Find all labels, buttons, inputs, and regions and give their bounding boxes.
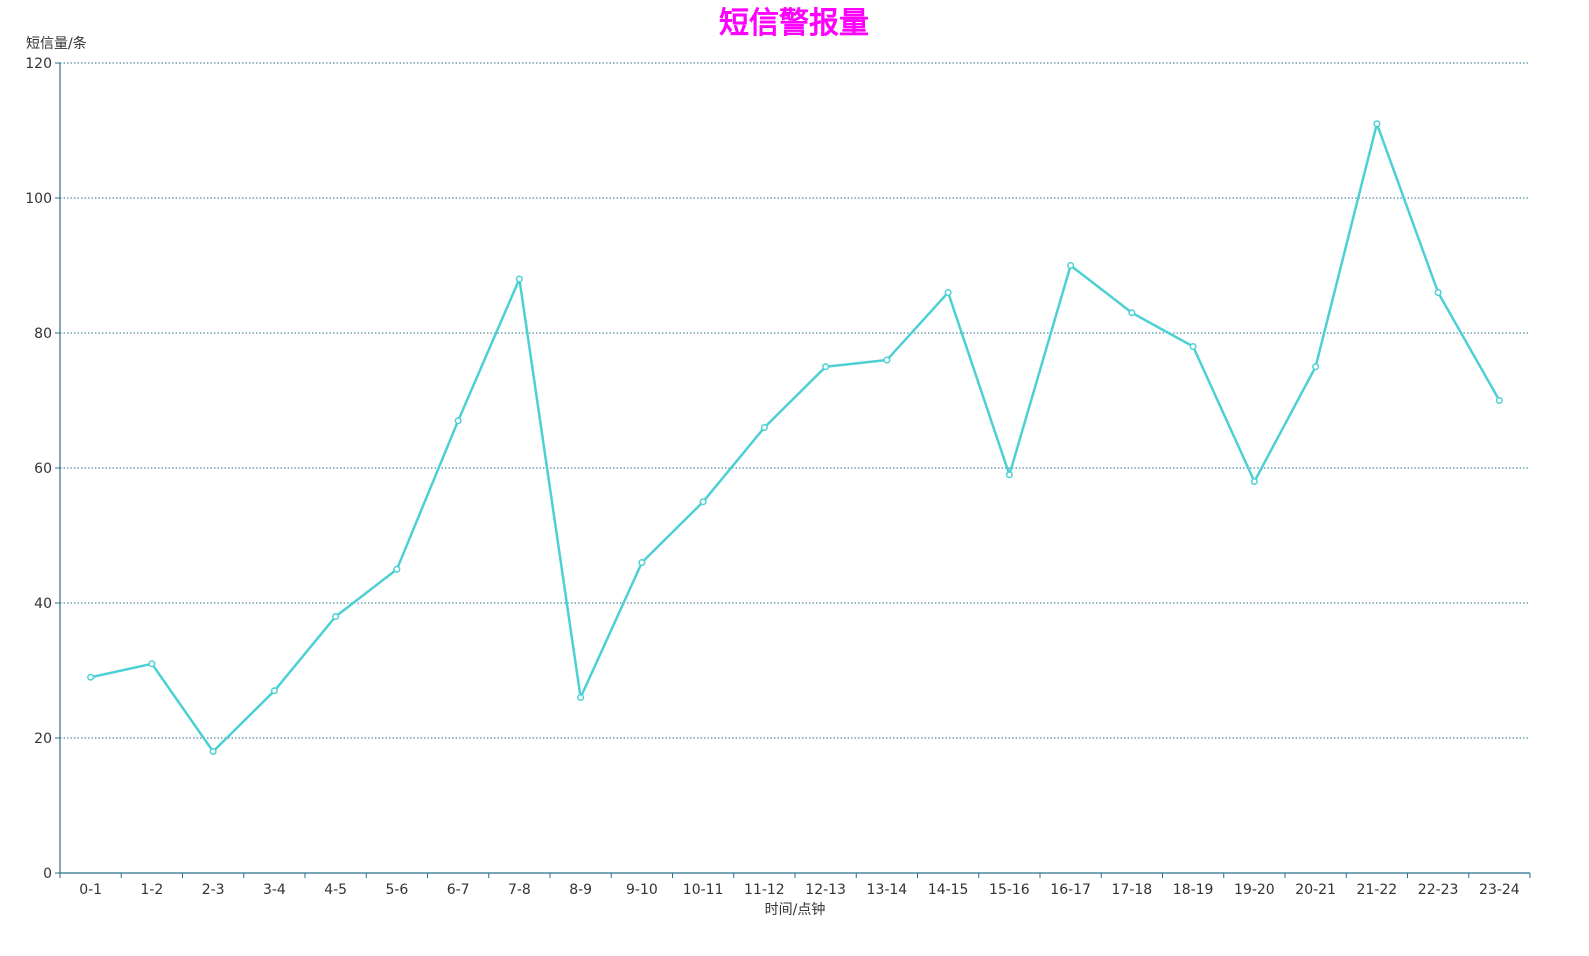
- x-tick-label: 10-11: [683, 882, 724, 898]
- x-tick-label: 16-17: [1050, 882, 1091, 898]
- axes: 0 20 40 60 80 100 120 0-1 1-2 2-3 3-4 4-5 5-6 6-7 7-8 8…: [25, 56, 1531, 898]
- data-point: [760, 423, 768, 432]
- y-tick-label: 20: [34, 731, 52, 747]
- data-point: [822, 363, 830, 371]
- x-tick-label: 3-4: [263, 882, 286, 898]
- data-point: [1495, 396, 1503, 405]
- data-point: [393, 565, 401, 573]
- data-point: [638, 558, 646, 567]
- x-tick-label: 9-10: [626, 882, 658, 898]
- data-point: [699, 498, 707, 506]
- x-tick-label: 12-13: [805, 882, 846, 898]
- x-tick-label: 20-21: [1295, 882, 1336, 898]
- x-tick-label: 14-15: [928, 882, 969, 898]
- data-point: [87, 673, 95, 681]
- data-point: [883, 356, 891, 364]
- x-tick-label: 5-6: [385, 882, 408, 898]
- data-point: [577, 693, 585, 702]
- x-tick-label: 18-19: [1173, 882, 1214, 898]
- x-tick-label: 21-22: [1357, 882, 1398, 898]
- data-point: [148, 660, 156, 668]
- data-point: [1128, 309, 1136, 317]
- y-axis-label: 短信量/条: [26, 35, 87, 52]
- data-point: [209, 747, 217, 756]
- data-point: [1250, 477, 1258, 486]
- data-point: [1189, 342, 1197, 351]
- data-point: [454, 417, 462, 425]
- grid-lines: [60, 62, 1530, 739]
- x-axis-label: 时间/点钟: [765, 901, 826, 918]
- data-point: [270, 687, 278, 695]
- data-point: [944, 288, 952, 297]
- y-tick-label: 40: [34, 596, 52, 612]
- x-tick-label: 19-20: [1234, 882, 1275, 898]
- x-tick-label: 1-2: [140, 882, 163, 898]
- series-line: [90, 122, 1501, 753]
- x-tick-label: 11-12: [744, 882, 785, 898]
- x-tick-label: 2-3: [202, 882, 225, 898]
- data-point: [1312, 363, 1320, 371]
- y-tick-label: 80: [34, 326, 52, 342]
- data-point: [1005, 471, 1013, 479]
- x-tick-label: 22-23: [1418, 882, 1459, 898]
- x-tick-label: 8-9: [569, 882, 592, 898]
- data-point: [332, 612, 340, 621]
- x-tick-label: 15-16: [989, 882, 1030, 898]
- data-point: [515, 275, 523, 283]
- x-tick-label: 23-24: [1479, 882, 1520, 898]
- x-tick-label: 6-7: [447, 882, 470, 898]
- y-tick-label: 0: [43, 866, 52, 882]
- series-layer: [87, 120, 1503, 756]
- y-tick-label: 60: [34, 461, 52, 477]
- x-tick-label: 0-1: [79, 882, 102, 898]
- x-tick-label: 7-8: [508, 882, 531, 898]
- data-point: [1067, 261, 1075, 270]
- chart-title: 短信警报量: [719, 6, 869, 41]
- x-tick-label: 13-14: [867, 882, 908, 898]
- y-tick-label: 100: [25, 191, 52, 207]
- data-point: [1373, 120, 1381, 128]
- y-tick-label: 120: [25, 56, 52, 72]
- x-tick-label: 4-5: [324, 882, 347, 898]
- x-tick-label: 17-18: [1112, 882, 1153, 898]
- data-point: [1434, 288, 1442, 297]
